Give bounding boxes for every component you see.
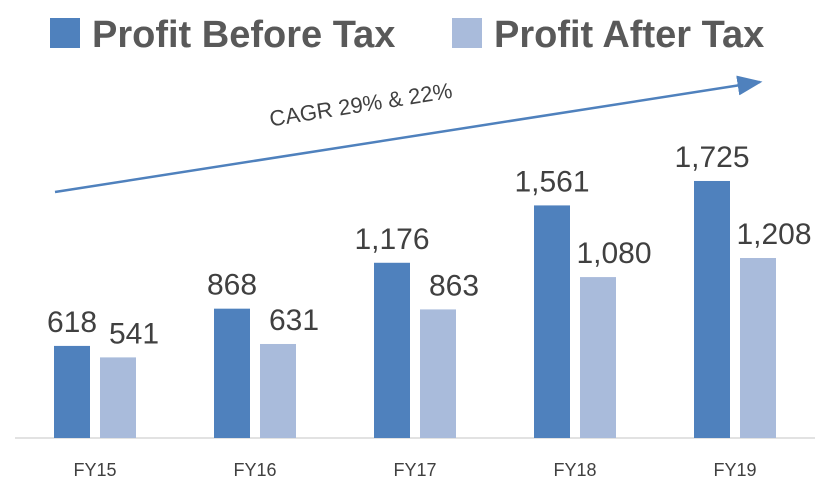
bar xyxy=(534,205,570,438)
trend-arrow xyxy=(54,75,763,194)
bar xyxy=(214,308,250,438)
x-tick-label: FY15 xyxy=(73,460,116,479)
legend-swatch xyxy=(452,18,482,48)
bar xyxy=(100,357,136,438)
data-label: 863 xyxy=(429,269,479,302)
bar xyxy=(740,258,776,438)
data-label: 1,725 xyxy=(674,141,749,174)
annotation: CAGR 29% & 22% xyxy=(268,78,454,132)
bar xyxy=(694,180,730,438)
data-label: 541 xyxy=(109,317,159,350)
data-label: 868 xyxy=(207,269,257,302)
bar xyxy=(260,343,296,438)
bar xyxy=(420,309,456,438)
data-label: 618 xyxy=(47,306,97,339)
legend-text: Profit After Tax xyxy=(494,14,764,56)
data-label: 1,176 xyxy=(354,223,429,256)
bar xyxy=(580,277,616,438)
x-tick-label: FY19 xyxy=(713,460,756,479)
data-label: 1,561 xyxy=(514,165,589,198)
x-tick-label: FY18 xyxy=(553,460,596,479)
legend-text: Profit Before Tax xyxy=(92,14,395,56)
data-label: 631 xyxy=(269,304,319,337)
data-label: 1,080 xyxy=(576,237,651,270)
legend-swatch xyxy=(50,18,80,48)
x-tick-label: FY17 xyxy=(393,460,436,479)
bar xyxy=(54,345,90,438)
data-label: 1,208 xyxy=(736,218,811,251)
x-tick-label: FY16 xyxy=(233,460,276,479)
bar xyxy=(374,262,410,438)
